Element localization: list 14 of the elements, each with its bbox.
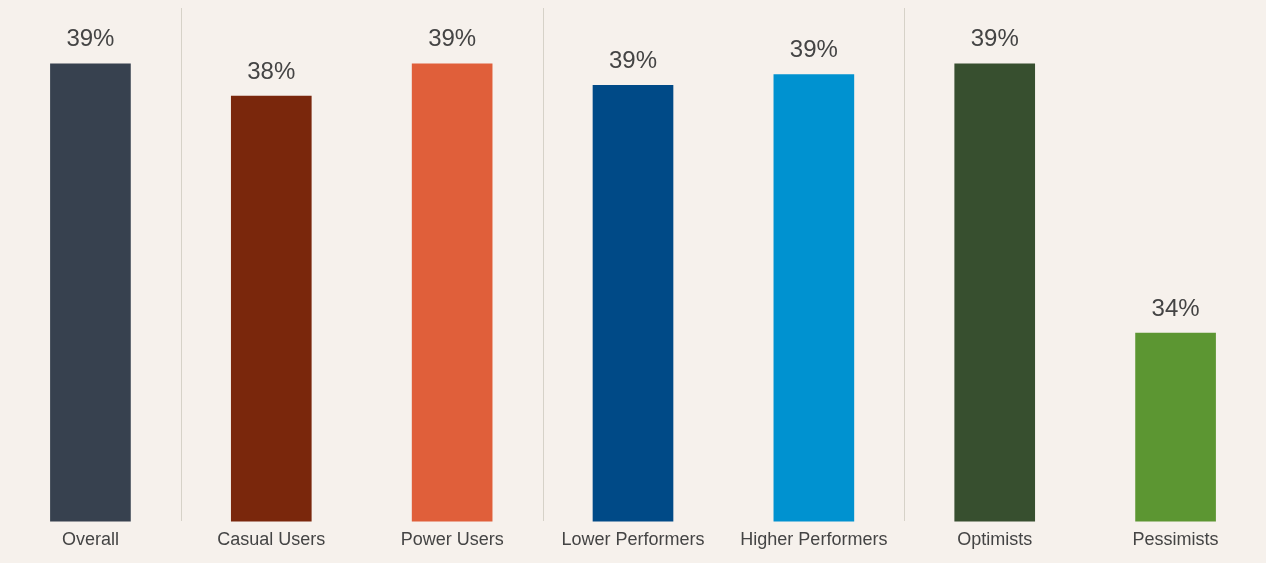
data-label: 39% xyxy=(789,35,838,63)
data-label: 39% xyxy=(608,45,658,73)
x-tick-label: Casual Users xyxy=(217,529,326,550)
data-label: 39% xyxy=(66,24,115,52)
data-label: 38% xyxy=(247,56,296,84)
x-tick-label: Higher Performers xyxy=(740,529,888,550)
x-tick-label: Overall xyxy=(61,529,119,550)
data-label: 34% xyxy=(1151,293,1200,321)
x-tick-label: Lower Performers xyxy=(561,529,705,550)
x-tick-label: Optimists xyxy=(957,529,1033,550)
x-tick-label: Power Users xyxy=(400,529,504,550)
data-label: 39% xyxy=(970,24,1019,52)
x-tick-label: Pessimists xyxy=(1132,529,1219,550)
data-label: 39% xyxy=(428,24,477,52)
